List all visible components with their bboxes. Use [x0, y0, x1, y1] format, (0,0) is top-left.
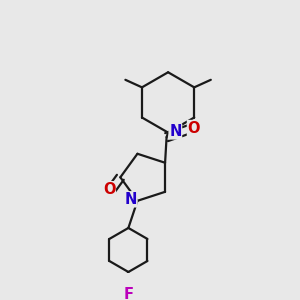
- Text: N: N: [169, 124, 182, 139]
- Text: O: O: [188, 121, 200, 136]
- Text: F: F: [123, 287, 134, 300]
- Text: O: O: [103, 182, 115, 197]
- Text: N: N: [124, 192, 137, 207]
